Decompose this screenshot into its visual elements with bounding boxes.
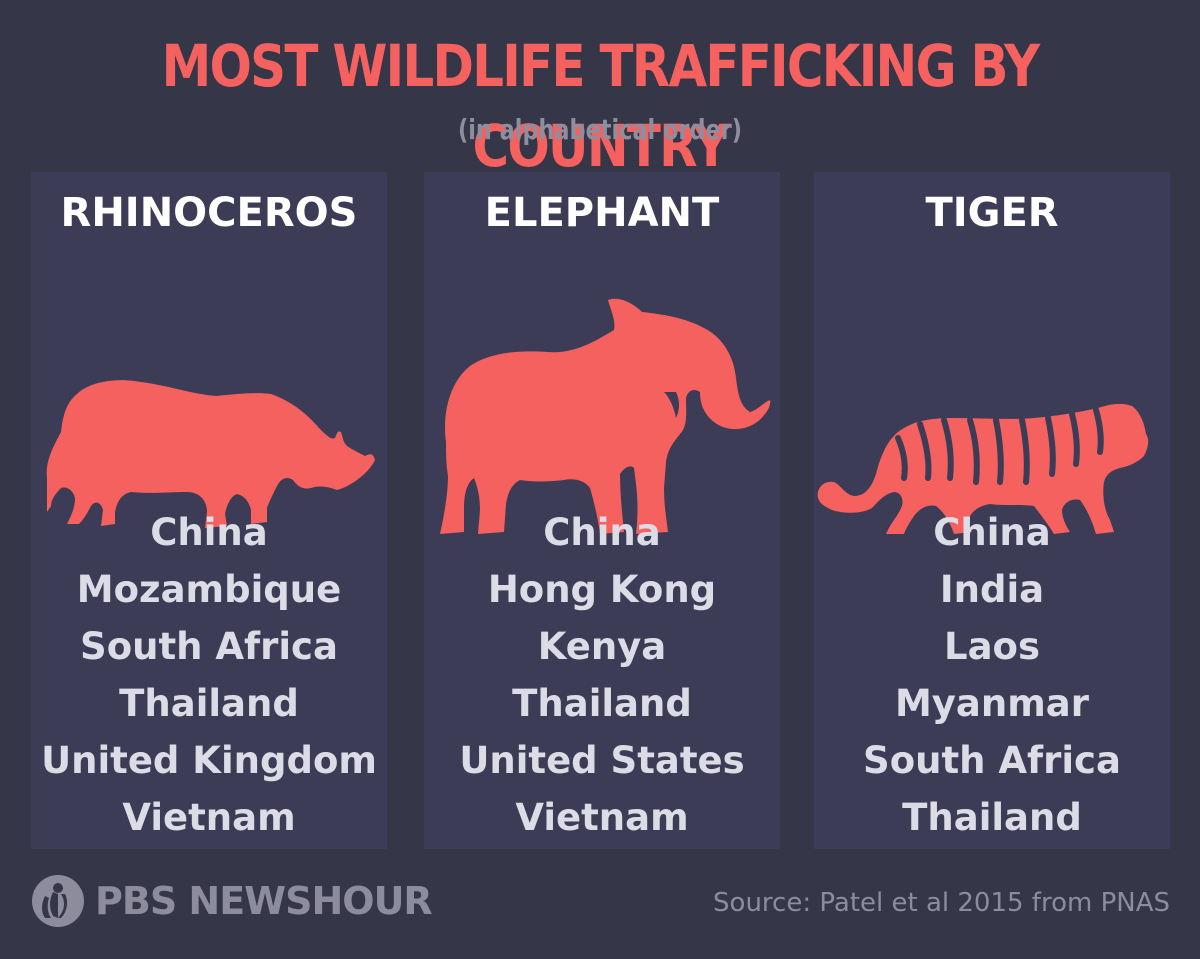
list-item: Laos bbox=[944, 625, 1040, 668]
list-item: United States bbox=[459, 739, 745, 782]
list-item: Thailand bbox=[512, 682, 692, 725]
list-item: India bbox=[939, 568, 1045, 611]
panel-elephant: ELEPHANT China Hong Kong Kenya Thailand … bbox=[424, 172, 780, 849]
source-note: Source: Patel et al 2015 from PNAS bbox=[713, 888, 1170, 918]
logo-text: PBS NEWSHOUR bbox=[95, 879, 433, 923]
panel-title: ELEPHANT bbox=[484, 190, 720, 236]
list-item: United Kingdom bbox=[41, 739, 377, 782]
page-subtitle: (in alphabetical order) bbox=[458, 113, 742, 146]
list-item: Hong Kong bbox=[487, 568, 717, 611]
list-item: China bbox=[543, 511, 661, 554]
page-title: MOST WILDLIFE TRAFFICKING BY COUNTRY bbox=[161, 32, 1041, 180]
country-list: China Mozambique South Africa Thailand U… bbox=[31, 504, 387, 846]
list-item: Thailand bbox=[119, 682, 299, 725]
list-item: South Africa bbox=[863, 739, 1121, 782]
list-item: Mozambique bbox=[76, 568, 342, 611]
list-item: China bbox=[933, 511, 1051, 554]
pbs-newshour-logo: PBS NEWSHOUR bbox=[31, 873, 433, 929]
list-item: Kenya bbox=[537, 625, 667, 668]
panel-tiger: TIGER China India Laos Myanmar South Afr… bbox=[814, 172, 1170, 849]
list-item: Vietnam bbox=[515, 796, 689, 839]
list-item: South Africa bbox=[80, 625, 338, 668]
rhinoceros-icon bbox=[46, 380, 376, 528]
panel-title: RHINOCEROS bbox=[60, 190, 358, 236]
panel-title: TIGER bbox=[925, 190, 1059, 236]
list-item: Thailand bbox=[902, 796, 1082, 839]
list-item: China bbox=[150, 511, 268, 554]
country-list: China Hong Kong Kenya Thailand United St… bbox=[424, 504, 780, 846]
tiger-icon bbox=[817, 403, 1149, 534]
elephant-icon bbox=[440, 298, 771, 534]
list-item: Vietnam bbox=[122, 796, 296, 839]
pbs-logo-icon bbox=[32, 875, 84, 927]
panel-rhinoceros: RHINOCEROS China Mozambique South Africa… bbox=[31, 172, 387, 849]
country-list: China India Laos Myanmar South Africa Th… bbox=[814, 504, 1170, 846]
list-item: Myanmar bbox=[894, 682, 1089, 725]
